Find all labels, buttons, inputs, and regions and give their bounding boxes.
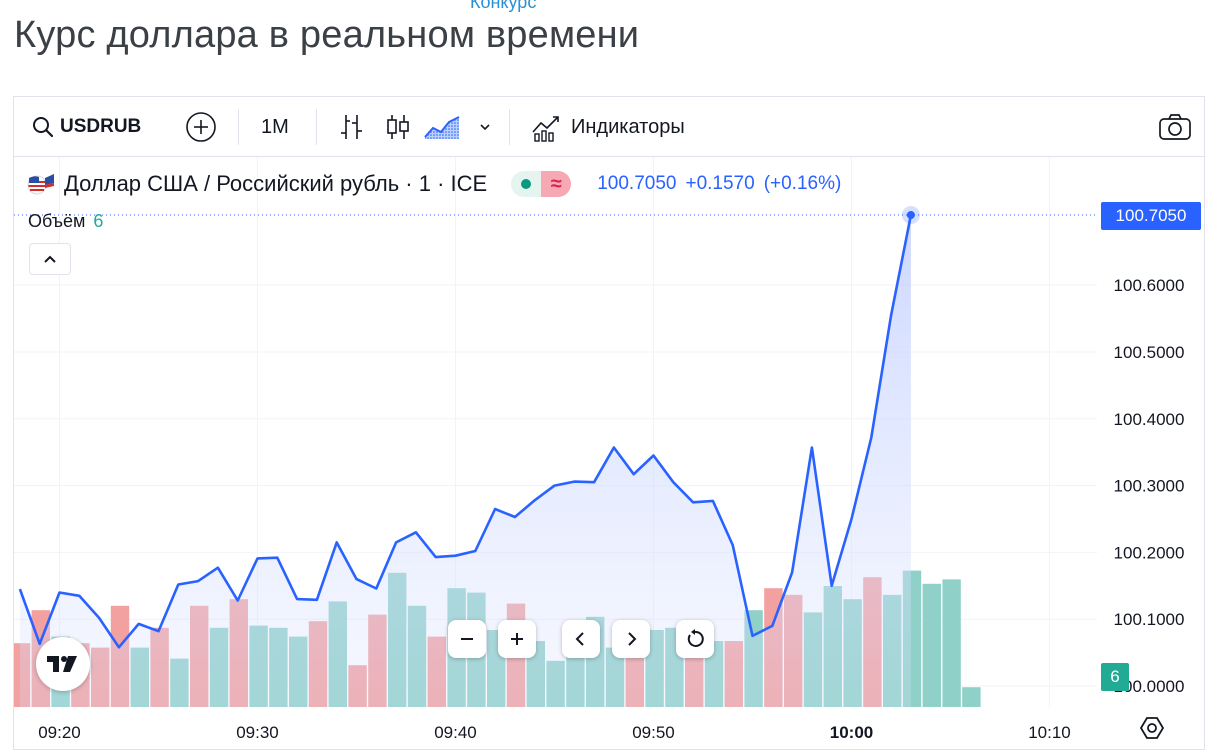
last-price-marker [906,211,915,219]
series-legend: Доллар США / Российский рубль · 1 · ICE … [26,171,850,197]
snapshot-button[interactable] [1158,109,1192,145]
volume-bar [922,583,941,707]
scale-settings-button[interactable] [1139,715,1165,746]
legend-change: +0.1570 [685,173,755,194]
bars-style-button[interactable] [338,109,364,145]
reset-chart-button[interactable] [676,620,714,658]
indicators-button[interactable]: Индикаторы [531,109,685,145]
settings-icon [1139,717,1165,739]
area-chart-icon [424,116,460,139]
price-chart[interactable]: 100.6000 100.5000 100.4000 100.3000 100.2000… [14,157,1204,749]
chart-widget: USDRUB 1M Индикаторы 100.6000 100. [13,96,1205,750]
y-tick-label: 100.4000 [1114,410,1185,429]
tradingview-logo-icon [47,656,77,672]
delayed-data-icon: ≈ [541,171,572,197]
y-tick-label: 100.3000 [1114,477,1185,496]
zoom-out-button[interactable] [448,620,486,658]
x-tick-label: 09:50 [632,723,675,742]
toolbar-divider [238,109,239,145]
plus-icon [511,633,523,645]
scroll-left-button[interactable] [562,620,600,658]
candles-icon [387,115,409,139]
chart-toolbar: USDRUB 1M Индикаторы [14,97,1204,157]
minus-icon [461,638,473,640]
candles-style-button[interactable] [385,109,411,145]
chevron-down-icon [480,124,490,131]
add-symbol-button[interactable] [185,109,217,145]
scroll-right-button[interactable] [612,620,650,658]
chevron-right-icon [628,632,637,646]
camera-icon [1159,114,1191,140]
x-tick-label: 09:30 [236,723,279,742]
current-volume-label: 6 [1101,663,1129,691]
volume-bar [962,687,981,707]
volume-bar [942,579,961,707]
reset-icon [687,629,704,647]
volume-label: Объём [28,211,86,231]
collapse-legend-button[interactable] [29,243,71,275]
legend-values: 100.7050 +0.1570 (+0.16%) [597,173,850,195]
series-title: Доллар США / Российский рубль · 1 · ICE [64,171,488,196]
search-icon [33,117,54,138]
volume-value: 6 [93,211,104,231]
toolbar-divider [509,109,510,145]
zoom-in-button[interactable] [498,620,536,658]
price-area-fill [19,215,911,707]
add-symbol-icon [186,112,216,142]
bars-icon [341,115,362,139]
symbol-label: USDRUB [60,116,142,137]
y-tick-label: 100.2000 [1114,543,1185,562]
market-open-indicator [511,171,542,197]
timeframe-label: 1M [261,115,289,138]
chevron-left-icon [575,632,584,646]
x-tick-label: 09:20 [38,723,81,742]
page-title: Курс доллара в реальном времени [14,14,640,56]
contest-link[interactable]: Конкурс [470,0,537,12]
chevron-up-icon [44,255,56,263]
x-tick-label: 09:40 [434,723,477,742]
tradingview-logo[interactable] [36,637,90,691]
y-tick-label: 100.6000 [1114,276,1185,295]
x-tick-label: 10:00 [830,723,873,742]
indicators-icon [532,116,559,142]
y-tick-label: 100.0000 [1114,677,1185,696]
y-tick-label: 100.5000 [1114,343,1185,362]
legend-last-price: 100.7050 [597,173,677,194]
volume-legend: Объём 6 [28,211,103,232]
us-ru-flag-icon [27,174,54,195]
area-style-button[interactable] [424,109,462,145]
indicators-label: Индикаторы [571,115,685,138]
symbol-search-button[interactable]: USDRUB [32,109,141,145]
legend-change-pct: (+0.16%) [763,173,842,194]
toolbar-divider [316,109,317,145]
market-status-pill[interactable]: ≈ [511,171,572,197]
y-tick-label: 100.1000 [1114,610,1185,629]
price-line [18,214,913,649]
chart-type-dropdown[interactable] [478,109,492,145]
x-tick-label: 10:10 [1028,723,1071,742]
timeframe-button[interactable]: 1M [261,109,289,145]
current-price-label: 100.7050 [1101,202,1201,230]
